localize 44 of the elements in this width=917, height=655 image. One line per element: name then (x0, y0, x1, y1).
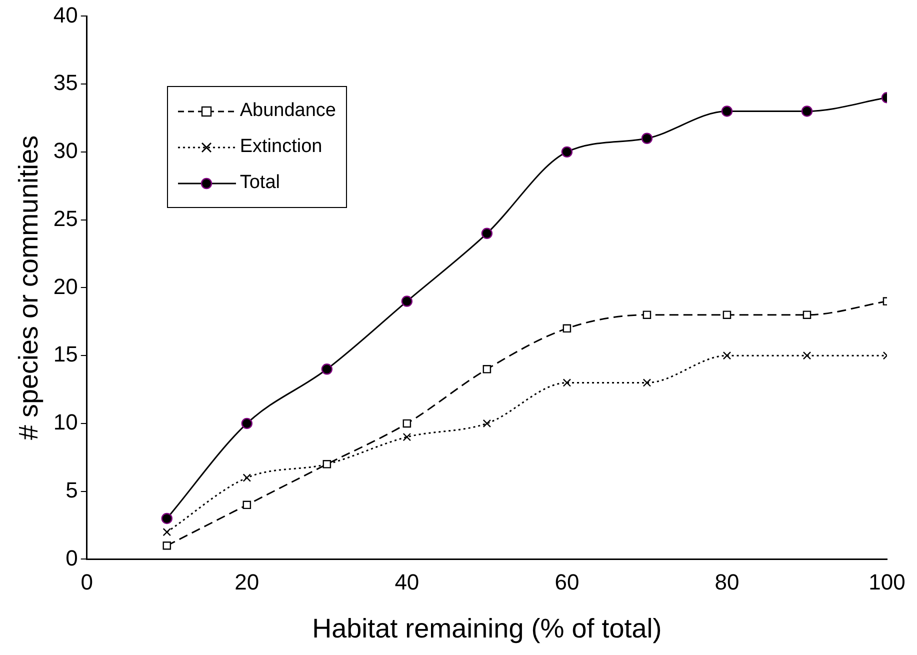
point (722, 351, 732, 360)
point (162, 541, 172, 550)
x-tick-label: 20 (234, 569, 260, 594)
point (562, 324, 572, 333)
y-tick-label: 35 (53, 70, 78, 96)
point (321, 364, 333, 375)
y-tick-label: 15 (53, 342, 78, 367)
legend-label: Abundance (240, 100, 336, 122)
point (722, 310, 732, 319)
point (562, 378, 572, 387)
x-tick-label: 60 (554, 569, 580, 594)
point (482, 365, 492, 374)
point (402, 432, 412, 442)
point (801, 106, 813, 117)
y-tick-label: 10 (53, 410, 78, 435)
x-tick-label: 100 (868, 569, 906, 594)
point (481, 228, 493, 239)
y-tick-label: 5 (66, 477, 78, 502)
point (162, 528, 172, 536)
point (161, 512, 172, 524)
point (402, 419, 412, 428)
point (641, 132, 653, 144)
point (401, 296, 413, 307)
x-tick-label: 40 (394, 569, 420, 594)
x-axis-title: Habitat remaining (% of total) (312, 613, 662, 644)
y-tick-label: 25 (53, 206, 78, 231)
y-tick-label: 0 (66, 545, 78, 570)
point (242, 474, 252, 482)
point (242, 500, 252, 510)
point (241, 418, 252, 430)
point (802, 310, 812, 319)
y-axis-title: # species or communities (14, 135, 44, 440)
point (802, 351, 812, 360)
point (721, 106, 733, 117)
x-tick-label: 80 (714, 569, 740, 594)
legend-label: Total (240, 172, 280, 194)
point (482, 419, 492, 428)
y-tick-label: 20 (53, 274, 78, 299)
y-tick-label: 40 (53, 2, 78, 28)
y-tick-label: 30 (53, 138, 78, 164)
legend-label: Extinction (240, 136, 322, 158)
point (642, 310, 652, 319)
point (561, 146, 573, 158)
point (642, 378, 652, 387)
